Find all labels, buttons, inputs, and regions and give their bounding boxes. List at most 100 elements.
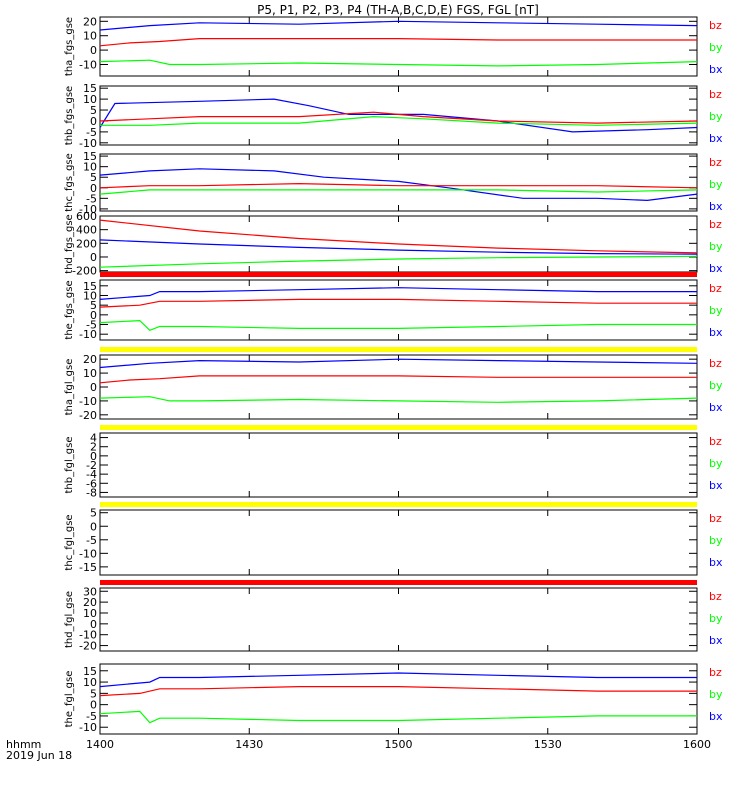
panel-thb_fgl_gse: 420-2-4-6-8 thb_fgl_gse bz by bx	[64, 425, 723, 499]
legend-by: by	[709, 178, 723, 191]
y-tick-label: -10	[79, 721, 97, 734]
time-axis: 1400 1430 1500 1530 1600	[86, 738, 711, 751]
y-axis-label: the_fgs_gse	[64, 280, 75, 339]
legend-bx: bx	[709, 479, 723, 492]
plot-title: P5, P1, P2, P3, P4 (TH-A,B,C,D,E) FGS, F…	[257, 3, 539, 17]
legend-by: by	[709, 240, 723, 253]
series-line-by	[99, 396, 698, 403]
y-tick-label: 0	[90, 381, 97, 394]
y-tick-label: 0	[90, 251, 97, 264]
series-line-by	[99, 255, 698, 268]
y-tick-label: -5	[86, 126, 97, 139]
legend-bx: bx	[709, 634, 723, 647]
y-tick-label: 15	[83, 665, 97, 678]
y-tick-label: 0	[90, 309, 97, 322]
y-tick-label: -10	[79, 395, 97, 408]
y-tick-label: 30	[83, 585, 97, 598]
legend-bz: bz	[709, 357, 722, 370]
panel-frame	[99, 432, 698, 498]
y-tick-label: 15	[83, 280, 97, 293]
y-axis-label: thc_fgl_gse	[64, 514, 75, 570]
y-tick-label: 20	[83, 353, 97, 366]
y-tick-label: 400	[76, 224, 97, 237]
series-line-bx	[99, 672, 697, 688]
legend-by: by	[709, 41, 723, 54]
y-tick-label: 2	[90, 441, 97, 454]
legend-bx: bx	[709, 262, 723, 275]
y-tick-label: 10	[83, 161, 97, 174]
y-tick-label: 15	[83, 150, 97, 163]
footer-label-date: 2019 Jun 18	[6, 749, 72, 762]
legend-by: by	[709, 612, 723, 625]
legend-bz: bz	[709, 666, 722, 679]
series-line-by	[99, 319, 697, 331]
y-tick-label: 5	[90, 687, 97, 700]
x-tick-label: 1600	[683, 738, 711, 751]
legend-bz: bz	[709, 282, 722, 295]
y-tick-label: 600	[76, 210, 97, 223]
series-line-bx	[99, 20, 698, 31]
y-tick-label: 15	[83, 82, 97, 95]
y-tick-label: 0	[90, 44, 97, 57]
y-tick-label: 5	[90, 507, 97, 520]
y-tick-label: 200	[76, 237, 97, 250]
series-line-bx	[99, 168, 698, 202]
legend-bx: bx	[709, 63, 723, 76]
y-tick-label: 10	[83, 30, 97, 43]
x-tick-label: 1430	[235, 738, 263, 751]
y-tick-label: -15	[79, 561, 97, 574]
legend-bz: bz	[709, 590, 722, 603]
y-tick-label: -4	[86, 468, 97, 481]
legend-bz: bz	[709, 19, 722, 32]
y-tick-label: -10	[79, 58, 97, 71]
y-axis-label: thd_fgl_gse	[64, 591, 75, 648]
series-line-bz	[99, 298, 697, 308]
flag-bar-yellow	[100, 347, 697, 352]
flag-bar-red	[100, 272, 697, 277]
legend-bx: bx	[709, 401, 723, 414]
y-tick-label: 5	[90, 299, 97, 312]
legend-by: by	[709, 110, 723, 123]
panel-tha_fgs_gse: 20 100-10 tha_fgs_gse bz by bx	[64, 15, 723, 77]
series-line-bz	[99, 685, 697, 697]
series-line-bx	[99, 358, 698, 369]
series-line-by	[99, 710, 697, 724]
y-tick-label: -2	[86, 459, 97, 472]
series-line-bz	[99, 219, 698, 254]
y-tick-label: -5	[86, 319, 97, 332]
legend-bz: bz	[709, 156, 722, 169]
y-tick-label: 10	[83, 367, 97, 380]
y-tick-label: -5	[86, 534, 97, 547]
legend-by: by	[709, 379, 723, 392]
flag-bar-yellow	[100, 425, 697, 430]
series-line-bz	[99, 375, 697, 384]
series-line-bz	[99, 37, 697, 47]
y-axis-label: thb_fgs_gse	[64, 86, 75, 145]
flag-bar-red	[100, 580, 697, 585]
legend-bx: bx	[709, 556, 723, 569]
y-tick-label: 10	[83, 93, 97, 106]
y-tick-label: -10	[79, 203, 97, 216]
series-line-bz	[99, 182, 698, 189]
x-tick-label: 1530	[534, 738, 562, 751]
panel-frame	[99, 663, 698, 735]
y-tick-label: 0	[90, 618, 97, 631]
series-line-by	[99, 59, 698, 67]
y-tick-label: -5	[86, 710, 97, 723]
y-tick-label: 4	[90, 432, 97, 445]
y-tick-label: 10	[83, 676, 97, 689]
y-tick-label: -10	[79, 328, 97, 341]
y-tick-label: -10	[79, 629, 97, 642]
series-line-bx	[99, 239, 698, 255]
y-tick-label: 20	[83, 15, 97, 28]
legend-bz: bz	[709, 218, 722, 231]
panel-frame	[99, 16, 698, 77]
legend-by: by	[709, 457, 723, 470]
y-tick-label: -6	[86, 477, 97, 490]
